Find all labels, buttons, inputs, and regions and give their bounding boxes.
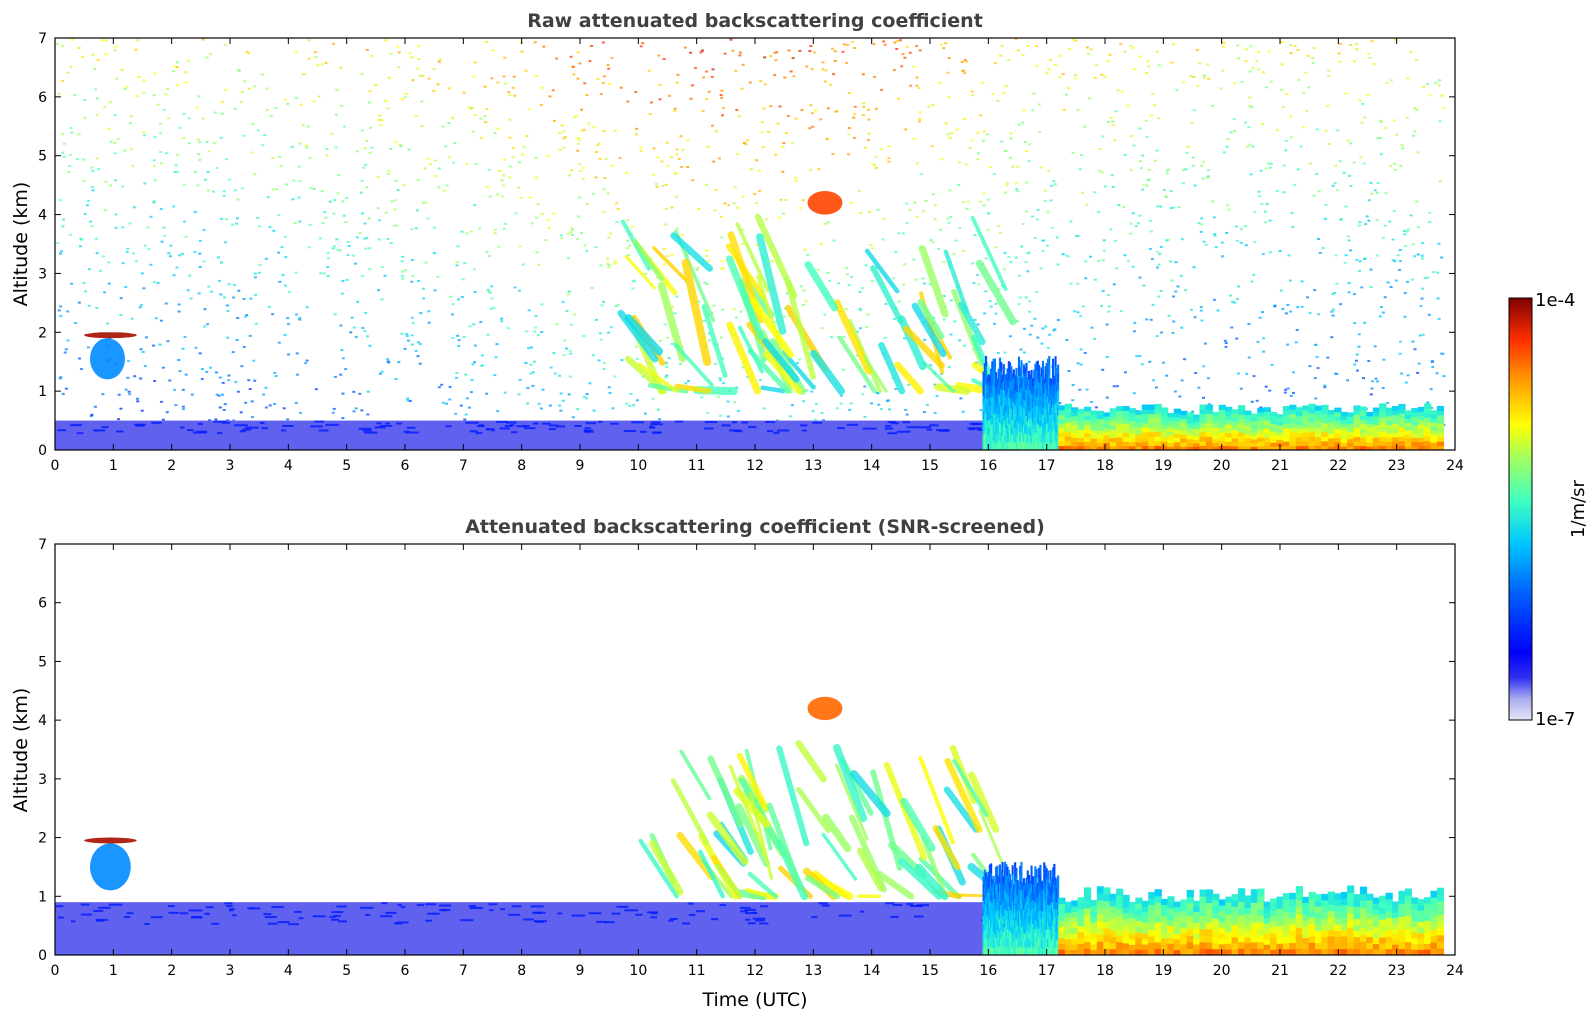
panel-screened-xtick-label: 3: [226, 963, 235, 979]
panel-screened-ytick-label: 7: [38, 537, 47, 553]
panel-raw-ytick-label: 6: [38, 90, 47, 106]
panel-raw-xtick-label: 23: [1388, 458, 1406, 474]
panel-raw-xtick-label: 6: [401, 458, 410, 474]
panel-screened-ytick-label: 4: [38, 713, 47, 729]
panel-raw-heatmap: [55, 38, 1446, 450]
panel-screened-xtick-label: 22: [1329, 963, 1347, 979]
panel-screened-title: Attenuated backscattering coefficient (S…: [465, 516, 1045, 538]
panel-raw-xtick-label: 13: [804, 458, 822, 474]
panel-raw-ytick-label: 5: [38, 149, 47, 165]
panel-raw-xtick-label: 14: [863, 458, 881, 474]
colorbar-min-label: 1e-7: [1535, 709, 1575, 730]
panel-raw-feature-aerosol_layer: [1058, 403, 1445, 450]
panel-screened-xtick-label: 5: [342, 963, 351, 979]
panel-screened: Attenuated backscattering coefficient (S…: [10, 516, 1464, 1011]
panel-screened-xtick-label: 23: [1388, 963, 1406, 979]
panel-screened-xtick-label: 15: [921, 963, 939, 979]
panel-raw-feature-aerosol_layer: [982, 355, 1060, 450]
panel-screened-feature-virga: [90, 843, 131, 891]
panel-raw-xtick-label: 12: [746, 458, 764, 474]
panel-raw-xtick-label: 4: [284, 458, 293, 474]
panel-screened-ytick-label: 2: [38, 831, 47, 847]
panel-raw: Raw attenuated backscattering coefficien…: [10, 10, 1464, 474]
panel-screened-ytick-label: 1: [38, 889, 47, 905]
panel-raw-xtick-label: 9: [576, 458, 585, 474]
panel-raw-xtick-label: 7: [459, 458, 468, 474]
panel-screened-heatmap: [55, 696, 1445, 955]
panel-screened-xtick-label: 9: [576, 963, 585, 979]
panel-screened-xtick-label: 8: [517, 963, 526, 979]
panel-screened-feature-aerosol_layer: [982, 861, 1060, 955]
panel-raw-xtick-label: 3: [226, 458, 235, 474]
panel-raw-xtick-label: 21: [1271, 458, 1289, 474]
panel-screened-xlabel: Time (UTC): [701, 989, 807, 1011]
panel-screened-feature-cloud: [84, 837, 137, 844]
panel-raw-ytick-label: 4: [38, 208, 47, 224]
panel-raw-ytick-label: 7: [38, 31, 47, 47]
panel-raw-ylabel: Altitude (km): [10, 182, 32, 307]
panel-screened-xtick-label: 18: [1096, 963, 1114, 979]
panel-raw-ytick-label: 3: [38, 266, 47, 282]
panel-raw-xtick-label: 0: [51, 458, 60, 474]
panel-screened-ytick-label: 0: [38, 948, 47, 964]
panel-screened-xtick-label: 24: [1446, 963, 1464, 979]
panel-screened-xtick-label: 10: [629, 963, 647, 979]
panel-raw-xtick-label: 8: [517, 458, 526, 474]
panel-screened-xtick-label: 1: [109, 963, 118, 979]
panel-screened-xtick-label: 13: [804, 963, 822, 979]
panel-raw-xtick-label: 18: [1096, 458, 1114, 474]
panel-raw-feature-cloud: [84, 332, 137, 339]
panel-raw-xtick-label: 10: [629, 458, 647, 474]
panel-screened-ylabel: Altitude (km): [10, 688, 32, 813]
panel-raw-ytick-label: 2: [38, 325, 47, 341]
panel-raw-xtick-label: 22: [1329, 458, 1347, 474]
panel-raw-xtick-label: 11: [688, 458, 706, 474]
panel-raw-xtick-label: 5: [342, 458, 351, 474]
panel-raw-xtick-label: 1: [109, 458, 118, 474]
panel-screened-ytick-label: 5: [38, 654, 47, 670]
panel-raw-title: Raw attenuated backscattering coefficien…: [527, 10, 983, 32]
panel-screened-xtick-label: 0: [51, 963, 60, 979]
panel-screened-axes: 0 1 2 3 4 5 6 7 8 9 10 11 12 13 14 15 16 17 18 19 20 21 22 23 24…: [38, 537, 1464, 979]
panel-screened-xtick-label: 21: [1271, 963, 1289, 979]
panel-screened-xtick-label: 7: [459, 963, 468, 979]
panel-raw-axes: 0 1 2 3 4 5 6 7 8 9 10 11 12 13 14 15 16 17 18 19 20 21 22 23 24…: [38, 31, 1464, 474]
panel-raw-xtick-label: 17: [1038, 458, 1056, 474]
panel-raw-feature-virga: [90, 338, 125, 380]
colorbar-max-label: 1e-4: [1535, 290, 1575, 311]
panel-raw-xtick-label: 19: [1154, 458, 1172, 474]
panel-raw-xtick-label: 16: [979, 458, 997, 474]
panel-raw-ytick-label: 0: [38, 443, 47, 459]
panel-raw-xtick-label: 2: [167, 458, 176, 474]
colorbar-units-label: 1/m/sr: [1568, 479, 1589, 537]
panel-screened-feature-fall_streaks: [638, 740, 1012, 901]
panel-screened-ytick-label: 3: [38, 772, 47, 788]
panel-raw-feature-boundary_layer: [55, 420, 1001, 450]
panel-raw-xtick-label: 24: [1446, 458, 1464, 474]
colorbar-gradient: [1508, 297, 1533, 721]
panel-screened-xtick-label: 12: [746, 963, 764, 979]
panel-screened-xtick-label: 14: [863, 963, 881, 979]
panel-screened-feature-aerosol_layer: [1058, 885, 1445, 955]
panel-screened-xtick-label: 4: [284, 963, 293, 979]
colorbar: 1e-4 1e-7 1/m/sr: [1508, 290, 1589, 730]
panel-screened-feature-boundary_layer: [55, 902, 989, 955]
panel-screened-feature-cloud: [807, 696, 843, 721]
panel-raw-feature-fall_streaks: [617, 213, 1017, 396]
panel-raw-feature-cloud: [807, 191, 843, 215]
panel-screened-xtick-label: 11: [688, 963, 706, 979]
panel-raw-feature-noise: [55, 38, 1446, 450]
panel-raw-xtick-label: 15: [921, 458, 939, 474]
panel-screened-xtick-label: 20: [1213, 963, 1231, 979]
panel-screened-ytick-label: 6: [38, 596, 47, 612]
panel-screened-xtick-label: 2: [167, 963, 176, 979]
panel-screened-xtick-label: 6: [401, 963, 410, 979]
panel-raw-ytick-label: 1: [38, 384, 47, 400]
panel-screened-xtick-label: 16: [979, 963, 997, 979]
panel-screened-xtick-label: 19: [1154, 963, 1172, 979]
panel-screened-xtick-label: 17: [1038, 963, 1056, 979]
panel-raw-xtick-label: 20: [1213, 458, 1231, 474]
